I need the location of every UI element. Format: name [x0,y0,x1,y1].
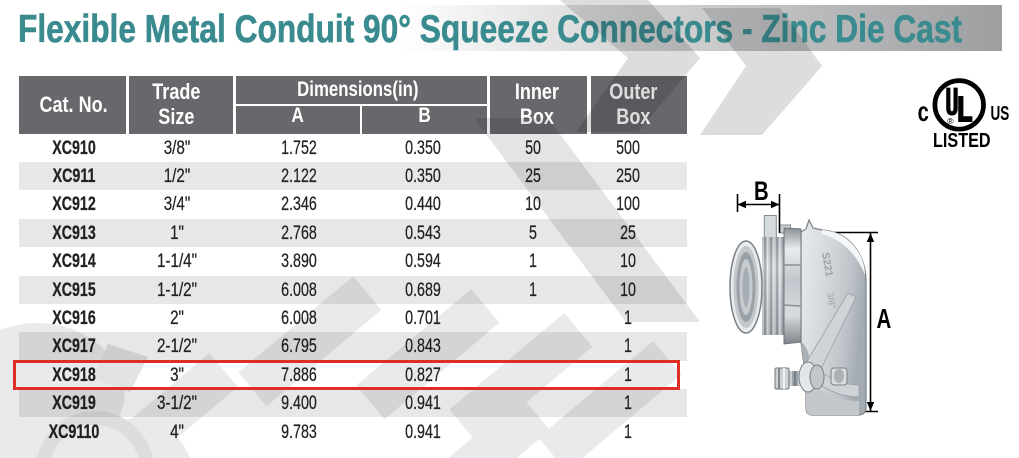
svg-text:B: B [754,176,769,207]
svg-text:c: c [918,97,929,128]
svg-text:3/8": 3/8" [825,292,838,309]
svg-text:S221: S221 [819,251,835,277]
svg-text:LISTED: LISTED [933,128,991,151]
svg-text:US: US [991,101,1010,125]
svg-text:®: ® [947,116,954,126]
svg-text:A: A [877,304,892,335]
